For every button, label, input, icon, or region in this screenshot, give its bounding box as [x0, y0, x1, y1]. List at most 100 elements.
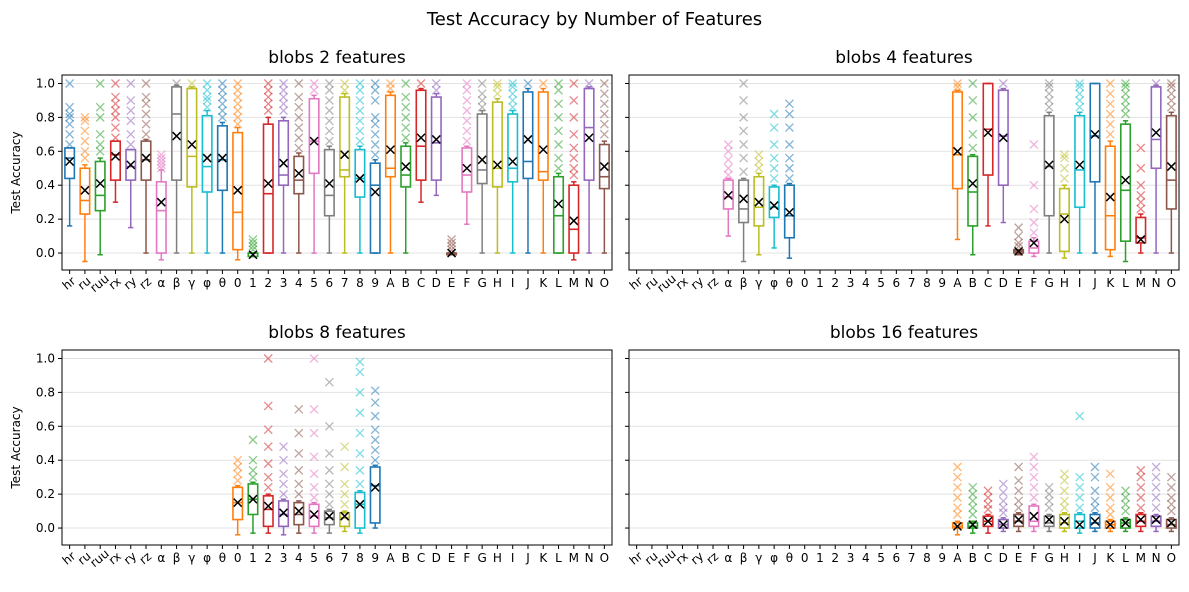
mean-marker [523, 134, 533, 144]
flier-point [309, 354, 319, 363]
x-tick-label: β [740, 276, 748, 290]
flier-point [233, 99, 243, 109]
flier-point [294, 465, 304, 475]
box-iqr [522, 91, 534, 180]
flier-point [80, 146, 90, 156]
x-tick-label: 1 [816, 276, 824, 290]
flier-point [279, 469, 288, 479]
box-iqr [109, 140, 122, 181]
flier-point [477, 89, 487, 99]
flier-point [324, 448, 334, 458]
flier-point [1014, 462, 1024, 472]
x-tick-label: 9 [938, 551, 946, 565]
flier-point [1105, 109, 1115, 119]
box-iqr [216, 125, 228, 192]
flier-point [968, 79, 978, 88]
box-iqr [1089, 513, 1101, 529]
mean-marker [754, 197, 764, 207]
x-tick-label: 9 [371, 276, 379, 290]
flier-point [233, 469, 243, 479]
flier-point [141, 99, 151, 109]
x-tick-label: 4 [862, 276, 870, 290]
box-iqr [1043, 114, 1055, 217]
flier-point [309, 493, 319, 502]
y-tick-label: 1.0 [36, 351, 55, 365]
flier-point [1105, 119, 1115, 129]
flier-point [1136, 472, 1146, 482]
x-tick-label: D [432, 276, 441, 290]
flier-point [1075, 102, 1085, 112]
x-tick-label: 4 [295, 276, 303, 290]
flier-point [1059, 150, 1069, 160]
flier-point [554, 79, 563, 88]
flier-point [1151, 472, 1161, 482]
flier-point [294, 133, 304, 143]
flier-point [1151, 503, 1161, 513]
mean-marker [172, 131, 182, 141]
flier-point [1166, 472, 1176, 482]
flier-point [263, 442, 273, 452]
flier-point [998, 79, 1008, 88]
flier-point [217, 112, 227, 122]
x-tick-label: G [477, 551, 486, 565]
box-A [951, 79, 964, 241]
flier-point [1075, 95, 1085, 105]
mean-marker [1120, 518, 1131, 528]
box-E [1013, 462, 1025, 533]
flier-point [1151, 462, 1161, 472]
flier-point [569, 143, 579, 153]
box-β [738, 79, 750, 263]
mean-marker [1029, 238, 1039, 248]
flier-point [1075, 79, 1085, 88]
flier-point [953, 510, 962, 519]
flier-point [983, 493, 993, 502]
x-tick-label: J [525, 276, 530, 290]
flier-point [492, 79, 502, 88]
box-0 [232, 455, 244, 536]
x-tick-label: L [555, 551, 562, 565]
mean-marker [110, 151, 121, 161]
x-tick-label: 2 [264, 276, 272, 290]
box-ry [125, 79, 137, 229]
box-iqr [1058, 513, 1070, 529]
box-O [598, 79, 610, 254]
flier-point [1044, 102, 1054, 112]
flier-point [1136, 180, 1146, 190]
x-tick-label: α [724, 276, 732, 290]
box-J [522, 79, 534, 254]
box-iqr [400, 145, 412, 188]
box-H [1058, 469, 1070, 533]
x-tick-label: M [569, 276, 579, 290]
y-tick-label: 0.8 [36, 385, 55, 399]
flier-point [355, 95, 365, 105]
x-tick-label: 5 [877, 551, 885, 565]
box-G [476, 79, 488, 254]
box-5 [308, 354, 320, 534]
box-iqr [64, 147, 76, 180]
y-tick-label: 0.0 [36, 521, 55, 535]
flier-point [95, 112, 105, 122]
mean-marker [538, 145, 548, 155]
x-tick-label: B [402, 276, 410, 290]
flier-point [355, 428, 365, 438]
flier-point [65, 109, 75, 119]
flier-point [309, 482, 319, 492]
flier-point [1105, 79, 1115, 88]
box-J [1089, 462, 1101, 533]
box-iqr [1165, 114, 1177, 210]
flier-point [324, 136, 334, 146]
flier-point [233, 79, 243, 88]
box-B [400, 79, 412, 254]
box-iqr [552, 175, 565, 254]
mean-marker [187, 139, 197, 150]
flier-point [754, 157, 764, 166]
flier-point [754, 163, 764, 173]
x-tick-label: F [463, 551, 470, 565]
flier-point [1105, 482, 1115, 492]
box-iqr [1089, 82, 1101, 183]
flier-point [355, 357, 365, 367]
mean-marker [278, 158, 289, 168]
x-tick-label: 6 [326, 276, 334, 290]
flier-point [554, 163, 563, 173]
box-β [171, 79, 183, 254]
